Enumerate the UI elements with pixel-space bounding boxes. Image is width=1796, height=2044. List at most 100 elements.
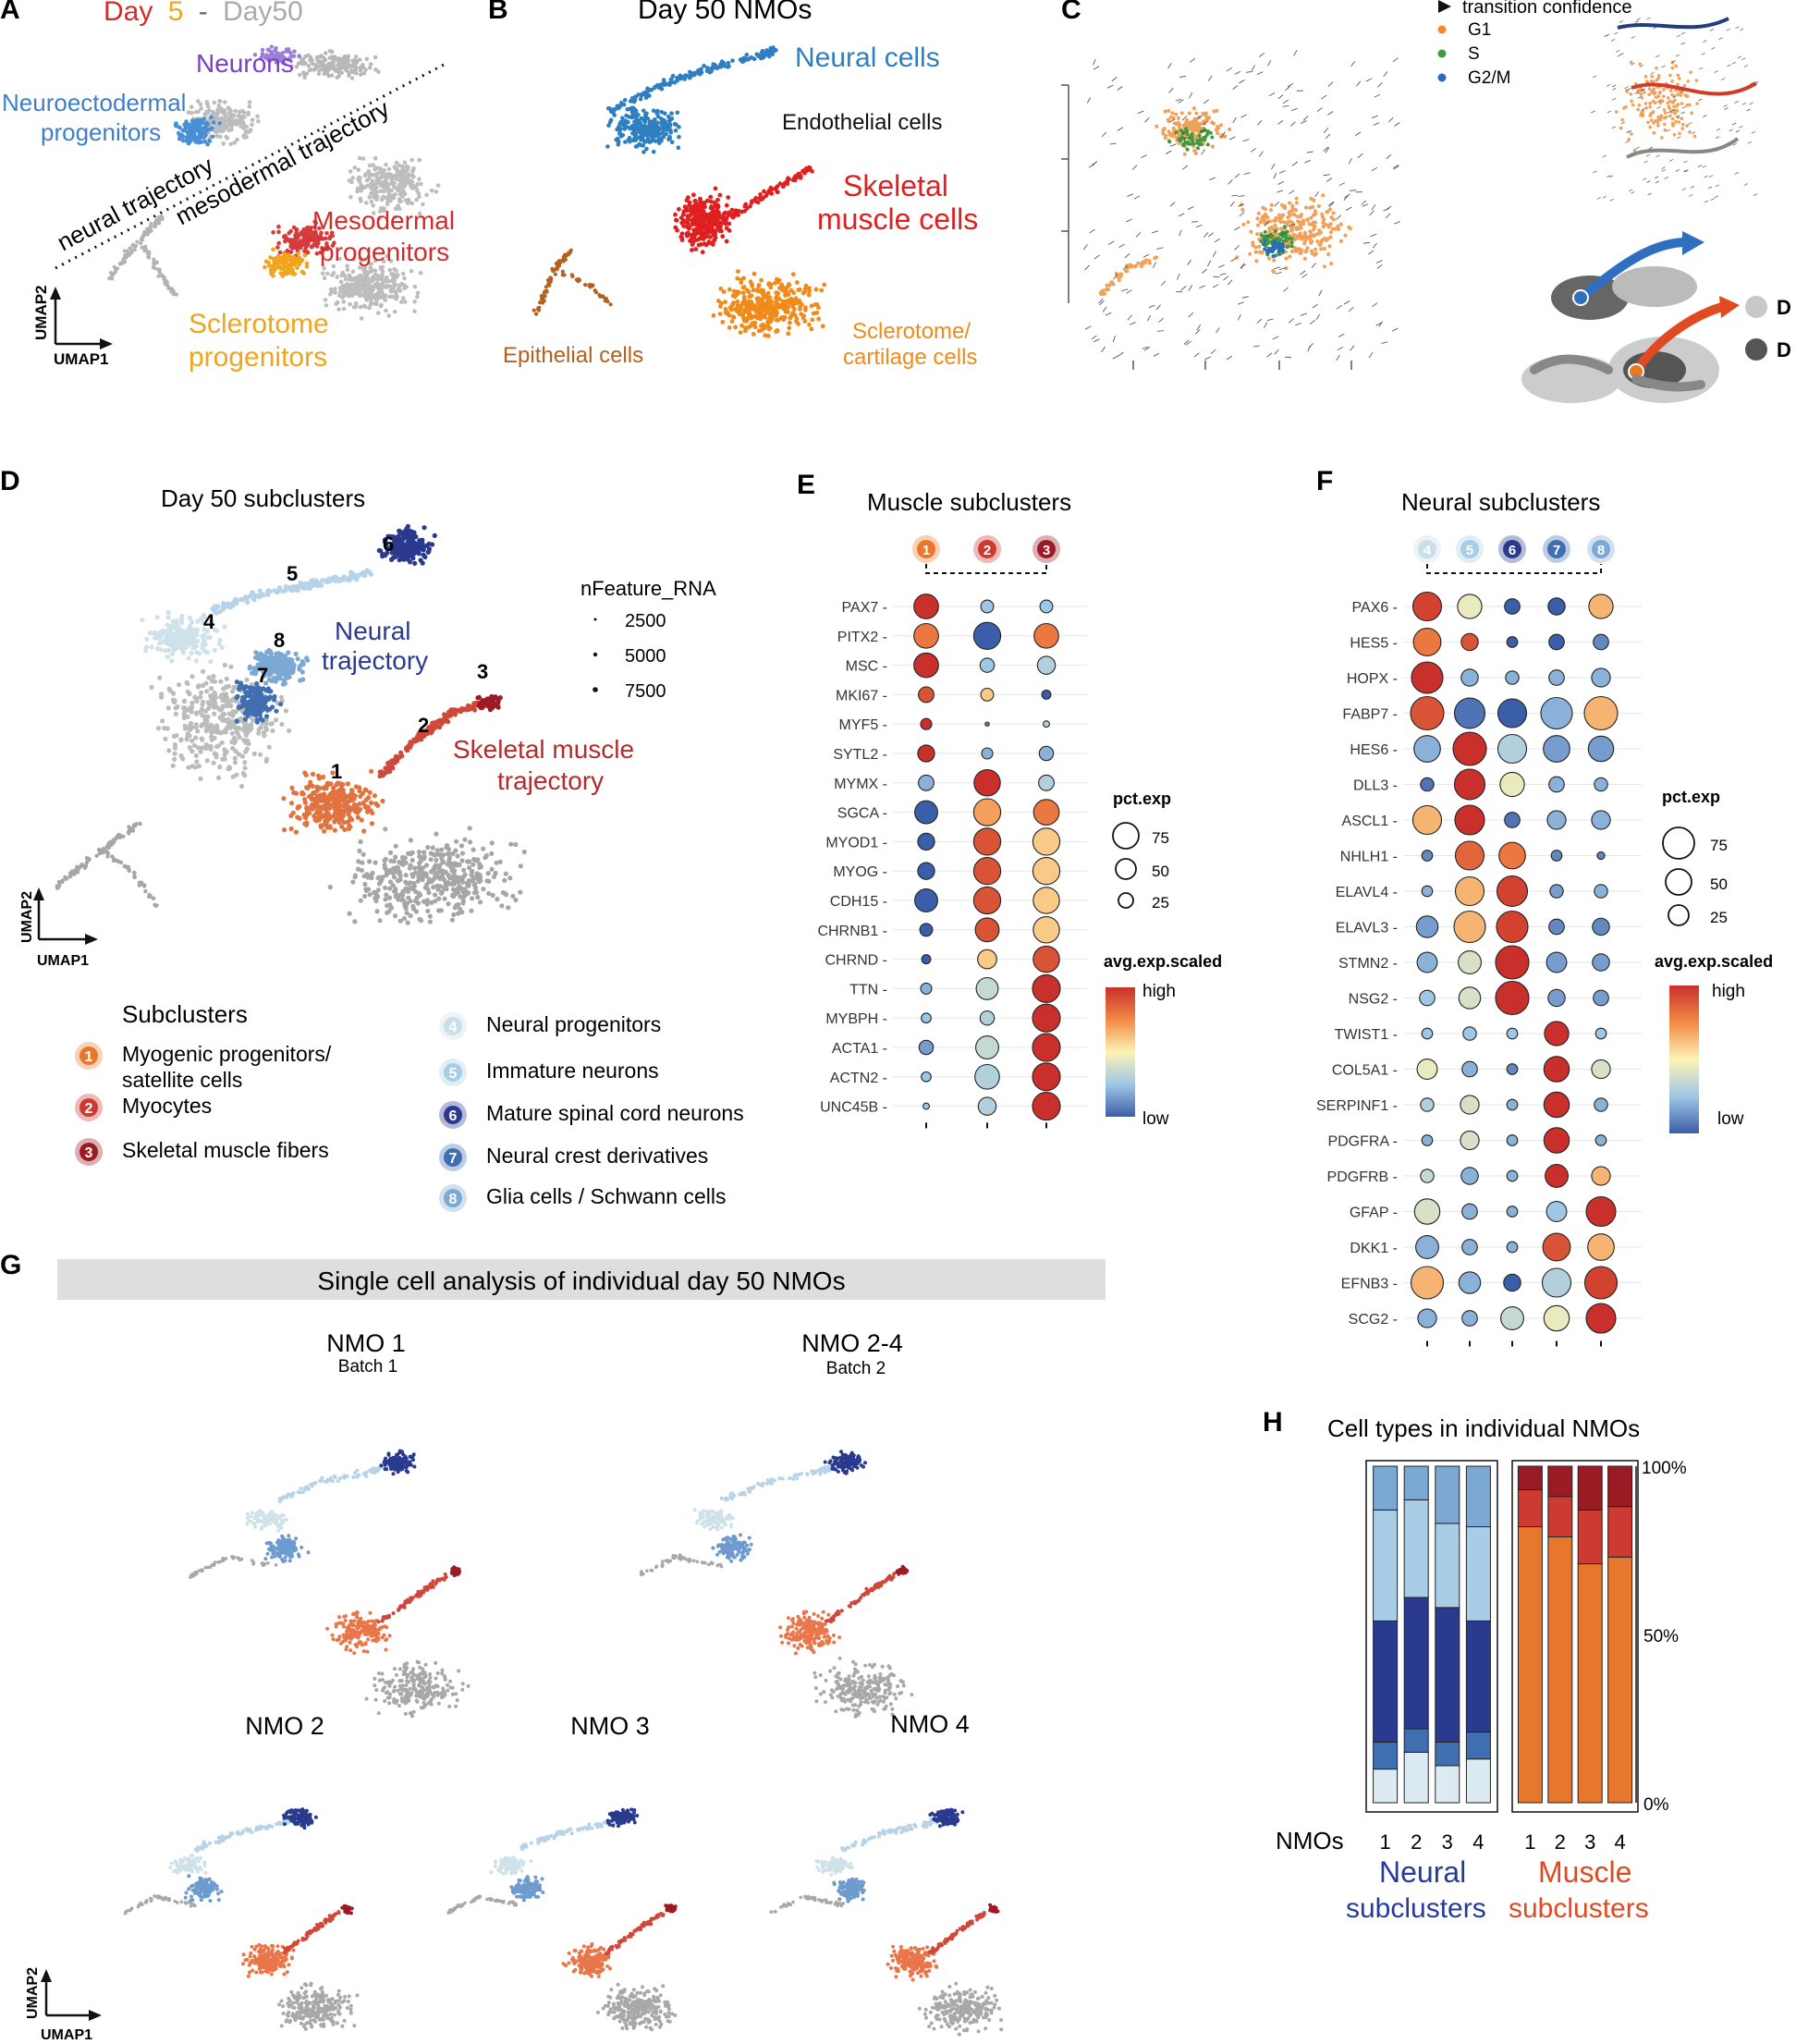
panel-letter-e: E [797, 470, 815, 500]
gene-label-dkk1: DKK1 - [1350, 1241, 1398, 1256]
axis-frame-c [1061, 85, 1351, 370]
cells-g-mature [379, 1450, 416, 1476]
dot-neural-dkk1-c5 [1462, 1240, 1478, 1255]
label-neuroectodermal: Neuroectodermal [2, 89, 186, 116]
cells-g-immature [194, 1816, 300, 1853]
cluster-badge-number: 2 [85, 1101, 93, 1117]
dot-neural-hes6-c7 [1544, 736, 1570, 763]
label-mesodermal-progenitors: progenitors [320, 238, 449, 266]
cluster-number-6: 6 [383, 532, 394, 556]
dot-neural-fabp7-c5 [1455, 698, 1485, 728]
dot-neural-pdgfra-c6 [1507, 1135, 1518, 1146]
bar-muscle-nmo2-cluster1 [1548, 1536, 1572, 1803]
cluster-header-4: 4 [1413, 535, 1441, 563]
dot-muscle-msc-c1 [914, 653, 939, 678]
cluster-number-4: 4 [203, 610, 215, 633]
dot-muscle-mybph-c1 [922, 1013, 932, 1023]
cells-g-mature [282, 1807, 318, 1830]
dot-neural-hes5-c5 [1461, 633, 1478, 650]
avg-legend-title-f: avg.exp.scaled [1655, 952, 1773, 971]
dot-muscle-myf5-c3 [1044, 721, 1050, 728]
bar-neural-nmo1-cluster6 [1374, 1621, 1398, 1742]
label-muscle-cells: muscle cells [817, 202, 978, 236]
cluster-bracket [926, 564, 1046, 573]
legend-label-g2-m: G2/M [1468, 68, 1510, 88]
dot-muscle-sytl2-c1 [918, 745, 935, 762]
gene-label-gfap: GFAP - [1350, 1206, 1398, 1221]
cells-g-mature [928, 1808, 964, 1829]
cluster-header-number: 3 [1043, 543, 1050, 558]
dot-neural-pdgfrb-c6 [1507, 1170, 1518, 1181]
cluster-badge-5: 5 [439, 1059, 467, 1086]
cluster-number-1: 1 [331, 760, 342, 783]
dot-neural-elavl3-c7 [1549, 919, 1565, 935]
legend-title-c: transition confidence [1462, 0, 1631, 18]
label-cartilage-cells: cartilage cells [843, 345, 977, 370]
panel-b-title: Day 50 NMOs [638, 0, 812, 25]
x-tick-nmo-2: 2 [1411, 1830, 1422, 1854]
cells-g-branch [446, 1895, 518, 1915]
cluster-header-2: 2 [973, 535, 1001, 563]
axis-arrows-a: UMAP2 UMAP1 [32, 285, 113, 368]
axis-arrows-d: UMAP2 UMAP1 [19, 887, 98, 969]
dot-muscle-msc-c3 [1037, 656, 1055, 674]
panel-letter-d: D [0, 466, 20, 496]
cluster-badge-number: 1 [85, 1049, 93, 1065]
bar-muscle-nmo1-cluster1 [1518, 1527, 1542, 1804]
dot-neural-col5a1-c6 [1507, 1064, 1518, 1075]
gene-label-pax6: PAX6 - [1352, 600, 1399, 616]
ytick-0: 0% [1643, 1795, 1669, 1815]
panel-letter-h: H [1263, 1407, 1283, 1438]
dot-neural-gfap-c7 [1546, 1202, 1567, 1222]
dot-muscle-ttn-c2 [976, 978, 998, 1000]
dot-muscle-unc45b-c1 [923, 1103, 930, 1109]
size-legend-title: nFeature_RNA [580, 577, 716, 600]
dot-muscle-cdh15-c3 [1033, 887, 1059, 913]
bar-neural-nmo1-cluster7 [1374, 1743, 1398, 1769]
legend-label-g1: G1 [1468, 20, 1491, 40]
bar-neural-nmo2-cluster8 [1404, 1466, 1428, 1499]
color-low-e: low [1142, 1109, 1169, 1129]
dot-neural-dll3-c5 [1455, 769, 1485, 800]
legend-dot-light [1745, 296, 1767, 318]
gene-label-hopx: HOPX - [1347, 671, 1398, 687]
axis-umap2-d: UMAP2 [19, 891, 35, 943]
cells-g-myocyte [605, 1912, 665, 1956]
legend-label-cluster-4: Neural progenitors [486, 1012, 661, 1036]
dot-neural-hes6-c5 [1453, 732, 1486, 765]
dot-muscle-chrnd-c3 [1033, 946, 1059, 972]
label-neurons: Neurons [196, 49, 294, 78]
dot-neural-efnb3-c5 [1459, 1272, 1480, 1293]
dot-neural-hopx-c7 [1549, 670, 1565, 686]
dot-neural-pdgfrb-c5 [1461, 1168, 1478, 1184]
legend-label-cluster-2: Myocytes [122, 1094, 212, 1118]
cells-g-myogenic [562, 1942, 613, 1978]
cluster-header-7: 7 [1543, 535, 1570, 563]
bar-neural-nmo2-cluster6 [1404, 1597, 1428, 1729]
axis-umap1-d: UMAP1 [37, 953, 89, 969]
dot-neural-elavl4-c5 [1456, 877, 1484, 906]
dot-neural-serpinf1-c5 [1460, 1095, 1479, 1114]
cells-g-glia [184, 1874, 224, 1903]
panel-a: A Day 5 - Day50 Neurons Neuroectodermal … [0, 0, 455, 373]
dot-neural-gfap-c6 [1507, 1206, 1518, 1218]
gene-label-myod1: MYOD1 - [825, 835, 887, 851]
dot-neural-elavl4-c4 [1422, 886, 1433, 897]
dot-muscle-chrnd-c1 [922, 955, 931, 964]
x-tick-nmo-4: 4 [1614, 1830, 1625, 1854]
dot-neural-dkk1-c6 [1507, 1242, 1518, 1253]
dot-neural-hopx-c8 [1592, 668, 1610, 687]
cluster-header-number: 5 [1466, 543, 1473, 558]
x-tick-nmo-1: 1 [1379, 1830, 1390, 1854]
gene-label-sytl2: SYTL2 - [833, 747, 887, 763]
dot-neural-stmn2-c4 [1417, 952, 1437, 973]
legend-label-cluster-8: Glia cells / Schwann cells [486, 1184, 727, 1208]
gene-label-nsg2: NSG2 - [1349, 992, 1398, 1008]
panel-e-title: Muscle subclusters [867, 488, 1071, 516]
dot-neural-ascl1-c7 [1547, 811, 1566, 829]
cells-g-myocyte [377, 1573, 448, 1623]
dot-neural-hes5-c6 [1507, 637, 1518, 648]
